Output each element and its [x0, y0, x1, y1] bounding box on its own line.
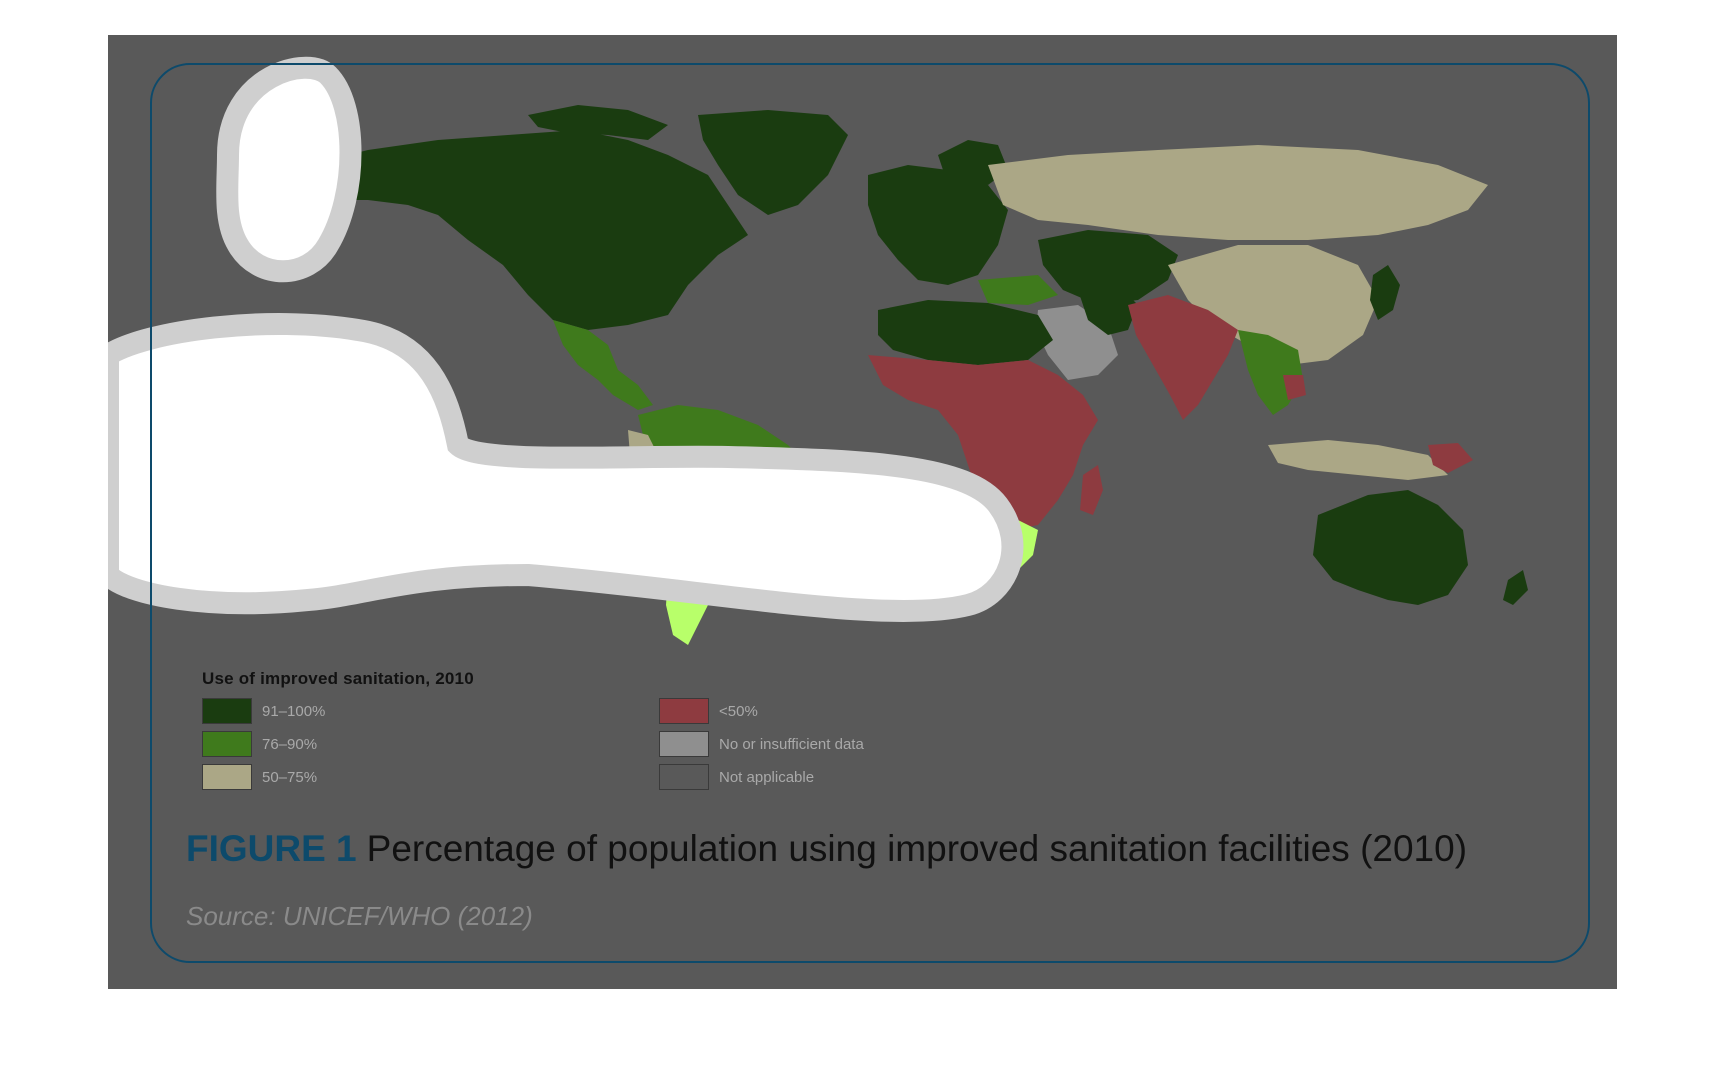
mexico-region — [553, 320, 653, 410]
legend-swatch — [659, 698, 709, 724]
cambodia-region — [1283, 375, 1306, 400]
legend-label: <50% — [719, 702, 758, 720]
china-region — [1168, 245, 1378, 365]
greenland-region — [698, 110, 848, 215]
new-zealand-region — [1503, 570, 1528, 605]
legend-swatch — [202, 731, 252, 757]
south-asia-region — [1128, 295, 1238, 420]
arctic-islands-region — [528, 105, 668, 140]
highlight-head — [216, 56, 362, 283]
legend-item-not-applicable: Not applicable — [659, 764, 814, 790]
madagascar-region — [1080, 465, 1103, 515]
europe-region — [868, 165, 1008, 285]
legend-title: Use of improved sanitation, 2010 — [202, 669, 474, 688]
legend-swatch — [202, 698, 252, 724]
legend-item-under-50: <50% — [659, 698, 758, 724]
papua-region — [1428, 443, 1473, 473]
legend-label: 50–75% — [262, 768, 318, 786]
figure-frame — [150, 63, 1590, 963]
japan-region — [1370, 265, 1400, 320]
legend-item-no-data: No or insufficient data — [659, 731, 864, 757]
scandinavia-region — [938, 140, 1008, 185]
legend-label: No or insufficient data — [719, 735, 864, 753]
legend-label: 76–90% — [262, 735, 318, 753]
legend-label: Not applicable — [719, 768, 815, 786]
legend-label: 91–100% — [262, 702, 326, 720]
highlight-body — [108, 313, 1024, 622]
figure-caption-text: Percentage of population using improved … — [366, 828, 1468, 869]
australia-region — [1313, 490, 1468, 605]
russia-region — [988, 145, 1488, 240]
legend-swatch — [659, 731, 709, 757]
north-america-region — [308, 130, 748, 330]
legend-item-76-90: 76–90% — [202, 731, 317, 757]
source-note: Source: UNICEF/WHO (2012) — [186, 901, 533, 931]
iran-region — [1078, 285, 1138, 335]
figure-caption: FIGURE 1 Percentage of population using i… — [186, 828, 1467, 870]
turkey-region — [978, 275, 1058, 305]
central-asia-region — [1038, 230, 1178, 305]
legend-item-91-100: 91–100% — [202, 698, 325, 724]
figure-label: FIGURE 1 — [186, 828, 357, 869]
indonesia-region — [1268, 440, 1448, 480]
legend-item-50-75: 50–75% — [202, 764, 317, 790]
sub-saharan-africa-region — [868, 355, 1098, 530]
north-africa-region — [878, 300, 1053, 365]
legend-swatch — [202, 764, 252, 790]
world-map — [108, 56, 1528, 645]
legend-swatch — [659, 764, 709, 790]
